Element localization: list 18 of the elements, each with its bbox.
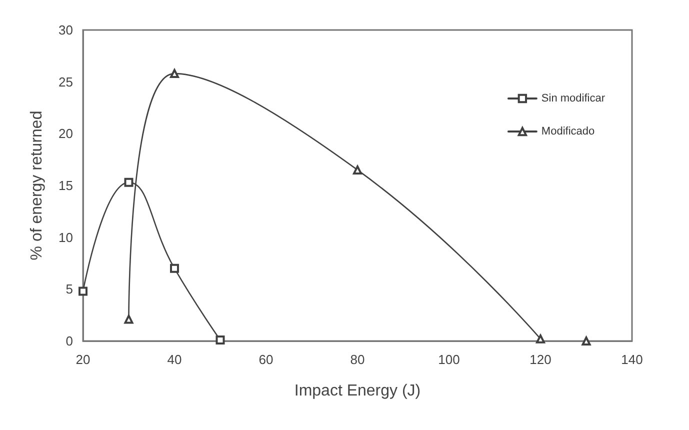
- x-tick-label: 140: [621, 352, 643, 367]
- x-axis-title: Impact Energy (J): [294, 382, 421, 400]
- y-tick-label: 15: [58, 178, 73, 193]
- x-tick-label: 100: [438, 352, 460, 367]
- x-tick-label: 120: [530, 352, 552, 367]
- y-tick-label: 25: [58, 74, 73, 90]
- legend-label: Modificado: [541, 126, 595, 138]
- x-tick-label: 40: [167, 352, 182, 367]
- y-tick-label: 30: [58, 22, 73, 38]
- y-tick-label: 0: [66, 334, 73, 348]
- x-tick-label: 20: [76, 352, 90, 367]
- x-tick-label: 80: [350, 352, 365, 367]
- legend-label: Sin modificar: [541, 92, 606, 104]
- y-tick-label: 5: [66, 282, 73, 297]
- y-tick-label: 20: [58, 126, 73, 142]
- x-tick-label: 60: [258, 352, 274, 367]
- y-axis-title: % of energy returned: [28, 110, 46, 260]
- y-tick-label: 10: [58, 230, 73, 245]
